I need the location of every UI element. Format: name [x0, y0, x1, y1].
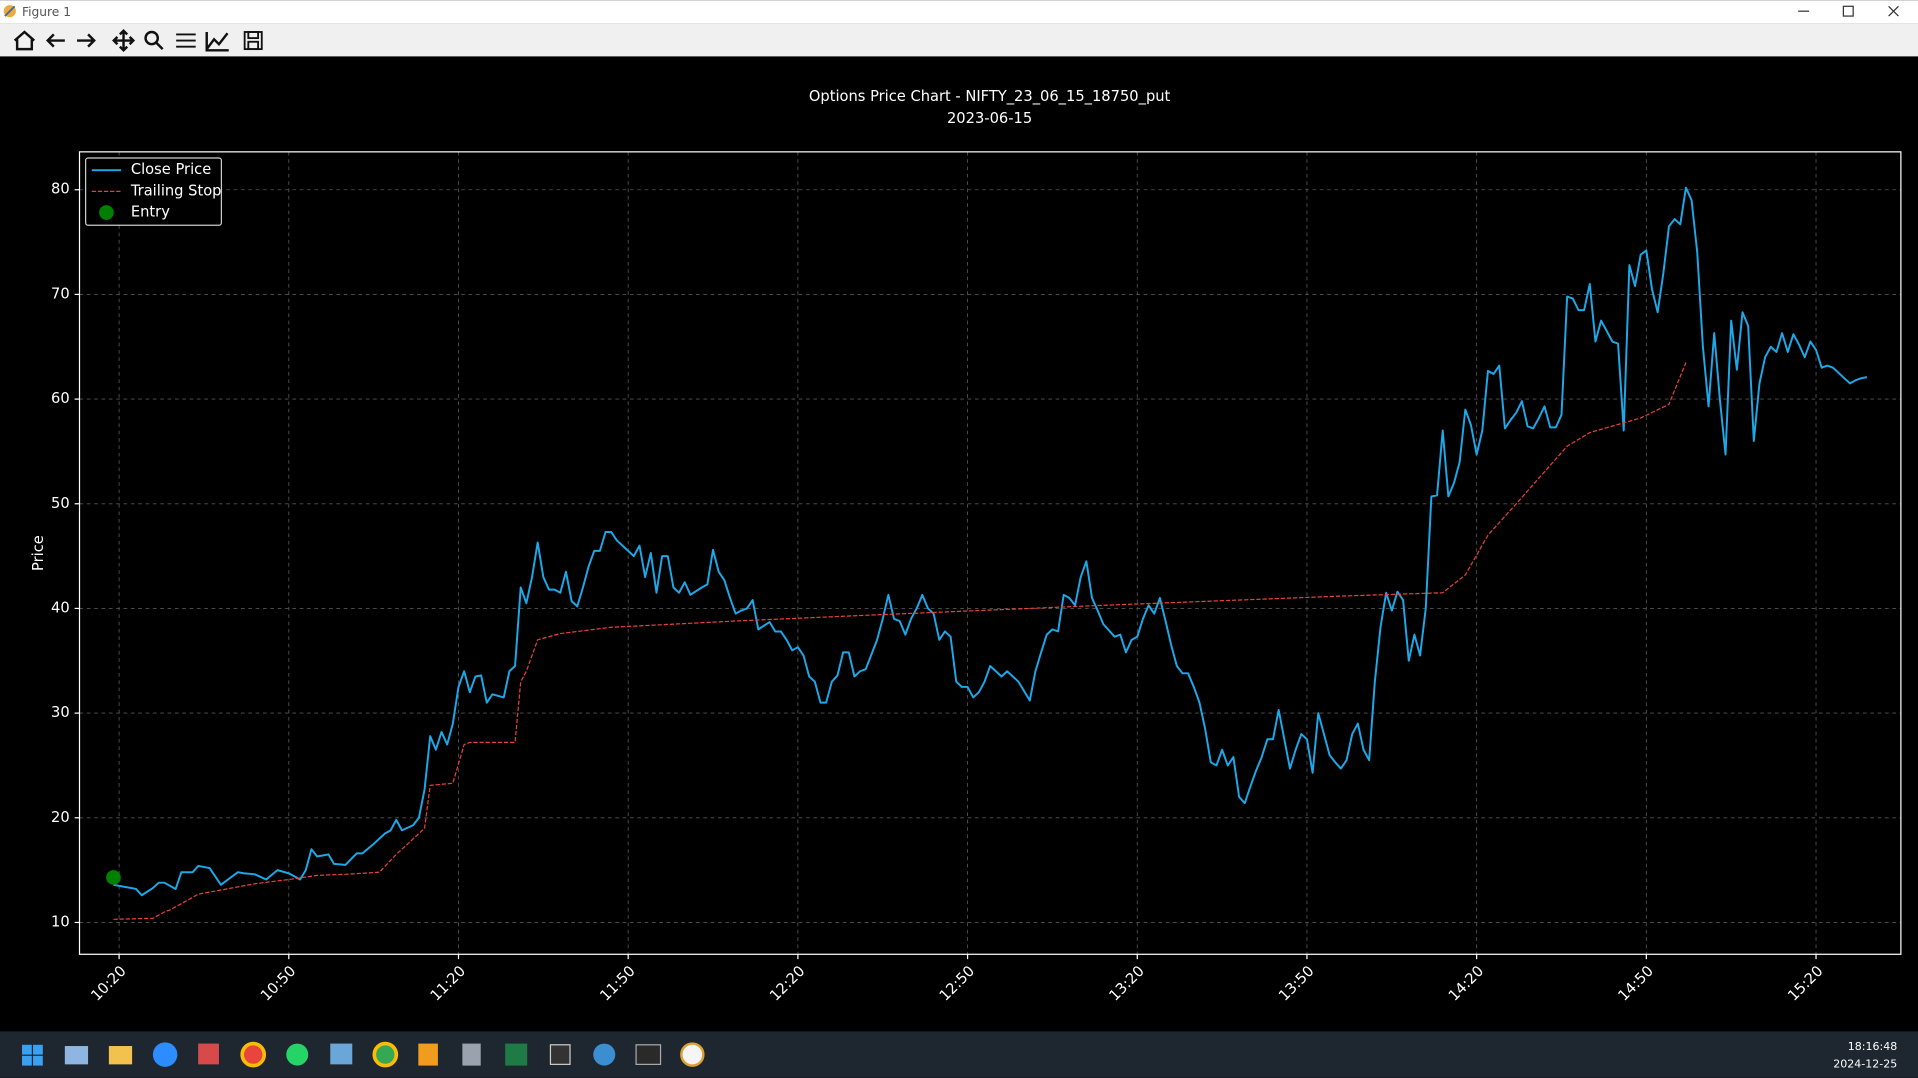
chart-title: Options Price Chart - NIFTY_23_06_15_187…: [809, 88, 1171, 105]
save-button[interactable]: [243, 31, 263, 51]
back-button[interactable]: [45, 33, 65, 48]
taskbar-app[interactable]: [198, 1043, 219, 1065]
configure-button[interactable]: [176, 33, 196, 48]
taskbar-app[interactable]: [462, 1043, 481, 1066]
taskbar-app[interactable]: [593, 1043, 616, 1066]
legend-label: Trailing Stop: [130, 182, 222, 199]
taskbar-app[interactable]: [152, 1042, 178, 1067]
y-tick-label: 60: [51, 390, 70, 407]
axes-frame: [78, 151, 1902, 955]
y-tick-label: 40: [51, 599, 70, 616]
clock-time: 18:16:48: [1848, 1040, 1897, 1053]
window-controls[interactable]: [1798, 5, 1899, 17]
clock-date: 2024-12-25: [1833, 1057, 1897, 1070]
taskbar-app[interactable]: [108, 1046, 133, 1065]
zoom-button[interactable]: [144, 30, 164, 50]
title-bar: [0, 0, 1918, 24]
taskbar-app[interactable]: [418, 1043, 438, 1066]
y-tick-label: 50: [51, 495, 70, 512]
legend-label: Close Price: [131, 161, 211, 178]
restore-button[interactable]: [1842, 5, 1854, 17]
y-tick-label: 80: [51, 181, 70, 198]
y-tick-label: 10: [51, 913, 70, 930]
edit-axis-button[interactable]: [205, 31, 229, 52]
y-tick-label: 70: [51, 285, 70, 302]
taskbar-app[interactable]: [680, 1042, 705, 1067]
taskbar: [0, 1031, 1918, 1078]
figure-background: [0, 56, 1918, 1032]
toolbar-icons: [13, 29, 263, 53]
legend-label: Entry: [131, 204, 170, 221]
home-button[interactable]: [13, 30, 36, 51]
pan-button[interactable]: [112, 29, 136, 53]
y-tick-label: 20: [51, 809, 70, 826]
series-line: [113, 186, 1868, 897]
taskbar-app[interactable]: [549, 1044, 571, 1065]
toolbar: [0, 23, 1918, 57]
close-button[interactable]: [1888, 5, 1899, 17]
taskbar-app[interactable]: [64, 1046, 89, 1065]
start-button[interactable]: [22, 1044, 43, 1066]
legend: Close Price Trailing Stop Entry: [85, 157, 223, 226]
window-title: Figure 1: [22, 5, 71, 19]
forward-button[interactable]: [77, 33, 96, 48]
y-axis-label: Price: [30, 535, 47, 571]
entry-marker: [106, 870, 121, 885]
y-tick-label: 30: [51, 704, 70, 721]
taskbar-app[interactable]: [286, 1043, 309, 1066]
legend-frame: [85, 157, 223, 226]
legend-swatch: [99, 205, 114, 220]
taskbar-app[interactable]: [505, 1043, 528, 1066]
series-line: [113, 362, 1687, 920]
app-icon: [3, 5, 16, 18]
taskbar-app[interactable]: [240, 1041, 267, 1068]
taskbar-icons: [22, 1041, 705, 1068]
taskbar-app[interactable]: [635, 1044, 662, 1065]
taskbar-app[interactable]: [372, 1041, 399, 1068]
taskbar-app[interactable]: [330, 1043, 353, 1065]
chart-subtitle: 2023-06-15: [947, 110, 1032, 127]
